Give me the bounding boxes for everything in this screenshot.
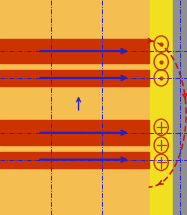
Bar [0,152,149,168]
Bar [0,39,149,63]
Bar [150,0,173,215]
Bar [0,120,149,145]
Bar [173,0,187,215]
Bar [0,70,149,86]
